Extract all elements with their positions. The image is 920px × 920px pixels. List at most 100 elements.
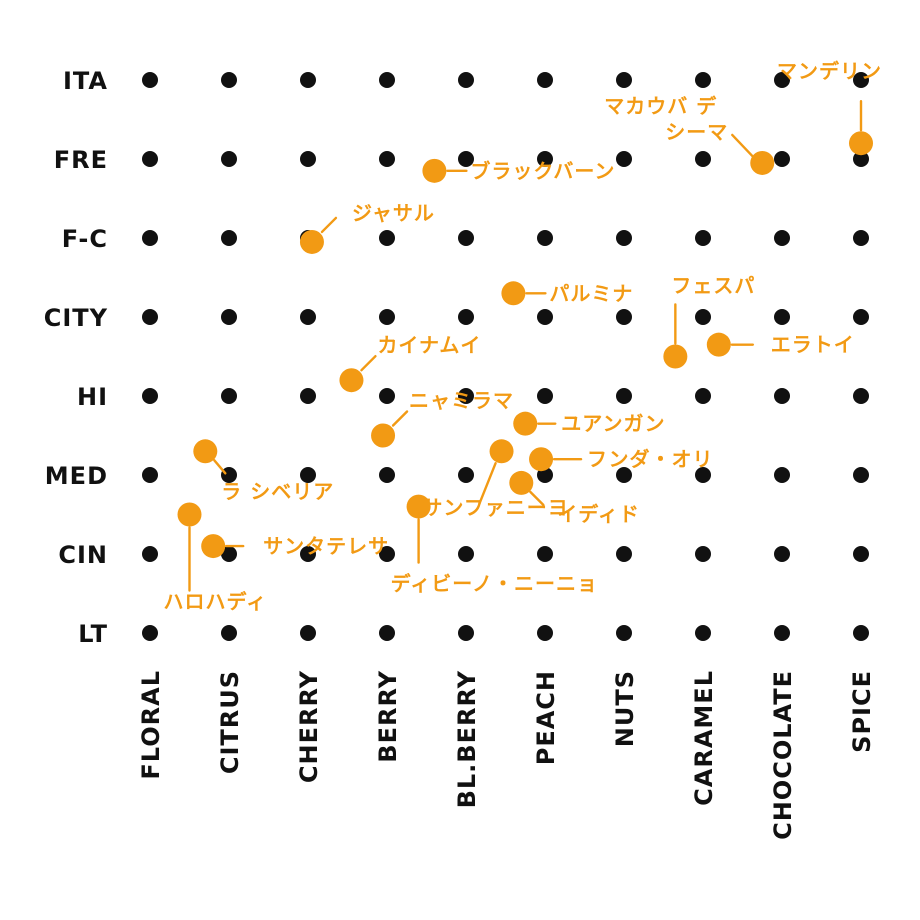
grid-dot — [379, 151, 395, 167]
leader-line — [320, 216, 338, 234]
grid-dot — [458, 151, 474, 167]
y-tick-label: CITY — [44, 304, 108, 332]
grid-dot — [774, 388, 790, 404]
y-tick-label: CIN — [58, 541, 108, 569]
grid-dot — [221, 388, 237, 404]
grid-dot — [142, 388, 158, 404]
bean-label: ディビーノ・ニーニョ — [391, 572, 598, 596]
grid-dot — [142, 230, 158, 246]
grid-dot — [221, 467, 237, 483]
grid-dot — [853, 309, 869, 325]
grid-dot — [300, 467, 316, 483]
grid-dot — [537, 388, 553, 404]
grid-dot — [300, 625, 316, 641]
grid-dot — [300, 72, 316, 88]
bean-label: パルミナ — [549, 281, 633, 305]
grid-dot — [774, 467, 790, 483]
grid-dot — [616, 546, 632, 562]
bean-point — [529, 447, 554, 472]
y-axis-labels: LT CIN MED HI CITY F-C FRE ITA — [44, 67, 108, 648]
grid-dot — [774, 546, 790, 562]
x-tick-label: FLORAL — [137, 670, 165, 780]
grid-dot — [695, 546, 711, 562]
grid-dot — [616, 625, 632, 641]
x-tick-label: SPICE — [848, 670, 876, 753]
grid-dot — [695, 72, 711, 88]
grid-dot — [616, 72, 632, 88]
grid-dot — [774, 309, 790, 325]
grid-dot — [853, 72, 869, 88]
grid-dot — [616, 230, 632, 246]
bean-point — [422, 158, 447, 183]
grid-dot — [695, 388, 711, 404]
bean-leader-lines — [188, 99, 863, 592]
x-tick-label: CARAMEL — [690, 670, 718, 806]
x-tick-label: CHERRY — [295, 670, 323, 783]
x-axis-labels: FLORAL CITRUS CHERRY BERRY BL.BERRY PEACH NUTS… — [137, 670, 876, 840]
grid-dot — [616, 467, 632, 483]
grid-dot — [379, 388, 395, 404]
x-tick-label: BL.BERRY — [453, 670, 481, 808]
bean-point — [299, 229, 324, 254]
bean-point — [663, 344, 688, 369]
bean-label: フェスパ — [671, 274, 755, 298]
bean-label: エラトイ — [771, 333, 855, 357]
bean-label: サンタテレサ — [263, 534, 389, 558]
x-tick-label: PEACH — [532, 670, 560, 765]
bean-label: マンデリン — [777, 59, 882, 83]
bean-label: ブラックバーン — [470, 159, 615, 183]
bean-label: ニャミラマ — [409, 389, 514, 413]
grid-dot — [221, 546, 237, 562]
grid-dot — [142, 309, 158, 325]
bean-label: ラ シベリア — [221, 479, 334, 503]
grid-dot — [379, 546, 395, 562]
x-tick-label: CITRUS — [216, 670, 244, 774]
bean-label: フンダ・オリ — [587, 447, 713, 471]
grid-dot — [537, 72, 553, 88]
bean-label: マカウバ デ — [604, 94, 717, 118]
grid-dot — [142, 467, 158, 483]
grid-dot — [458, 546, 474, 562]
grid-dot — [458, 230, 474, 246]
grid-dot — [537, 546, 553, 562]
grid-dot — [300, 151, 316, 167]
x-tick-label: NUTS — [611, 670, 639, 747]
grid-dot — [221, 230, 237, 246]
grid-dot — [221, 309, 237, 325]
grid-dot — [853, 230, 869, 246]
grid-dot — [221, 72, 237, 88]
bean-point — [201, 534, 226, 559]
bean-point — [501, 281, 526, 306]
leader-line — [731, 133, 754, 158]
bean-point — [193, 439, 218, 464]
bean-point — [750, 150, 775, 175]
grid-dot — [853, 546, 869, 562]
bean-label: カイナムイ — [377, 333, 481, 357]
bean-label: イディド — [557, 502, 640, 526]
grid-dot — [774, 625, 790, 641]
grid-dot — [379, 230, 395, 246]
grid-dot — [774, 230, 790, 246]
grid-dot — [142, 151, 158, 167]
y-tick-label: LT — [78, 620, 108, 648]
grid-dot — [616, 309, 632, 325]
grid-dot — [300, 388, 316, 404]
leader-line — [391, 410, 409, 427]
grid-dot — [537, 309, 553, 325]
grid-dot — [379, 625, 395, 641]
bean-point — [371, 423, 396, 448]
y-tick-label: MED — [45, 462, 108, 490]
grid-dot — [695, 230, 711, 246]
bean-label: ユアンガン — [561, 412, 665, 436]
grid-dot — [458, 309, 474, 325]
grid-dot — [695, 625, 711, 641]
grid-dot — [379, 467, 395, 483]
bean-point — [706, 332, 731, 357]
grid-dot — [774, 151, 790, 167]
leader-line — [478, 462, 497, 505]
grid-dot — [774, 72, 790, 88]
bean-point — [339, 368, 364, 393]
grid-dot — [537, 151, 553, 167]
